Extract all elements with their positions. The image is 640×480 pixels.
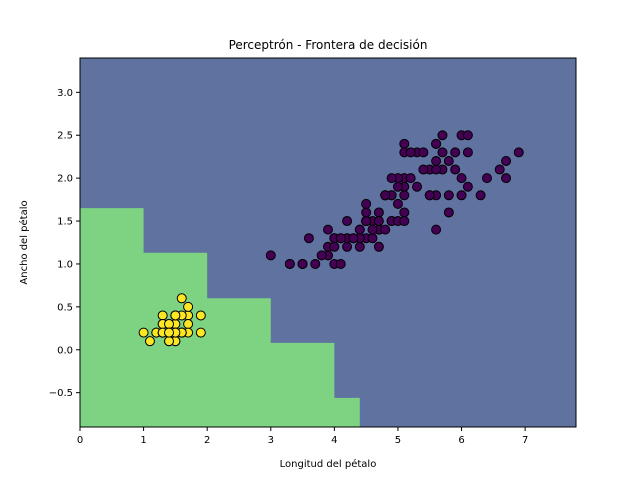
data-point-class-1 — [443, 207, 454, 218]
lower-region — [80, 208, 360, 427]
data-point-class-1 — [373, 216, 384, 227]
y-tick-label: 3.0 — [57, 88, 73, 99]
data-point-class-1 — [361, 216, 372, 227]
data-point-class-0 — [183, 319, 194, 330]
data-point-class-1 — [437, 130, 448, 141]
data-point-class-1 — [354, 241, 365, 252]
y-axis-ticks: −0.5 0.0 0.5 1.0 1.5 2.0 2.5 3.0 — [49, 88, 80, 399]
data-point-class-1 — [431, 138, 442, 149]
data-point-class-1 — [418, 164, 429, 175]
x-tick-label: 0 — [77, 435, 83, 446]
data-point-class-1 — [342, 241, 353, 252]
data-point-class-0 — [157, 310, 168, 321]
data-point-class-1 — [475, 190, 486, 201]
data-point-class-1 — [513, 147, 524, 158]
data-point-class-0 — [138, 327, 149, 338]
data-point-class-1 — [501, 173, 512, 184]
data-point-class-1 — [431, 155, 442, 166]
y-tick-label: 2.0 — [57, 174, 73, 185]
decision-regions — [80, 58, 576, 427]
data-point-class-1 — [361, 198, 372, 209]
data-point-class-1 — [392, 198, 403, 209]
data-point-class-1 — [380, 190, 391, 201]
data-point-class-1 — [412, 181, 423, 192]
y-tick-label: 2.5 — [57, 131, 73, 142]
data-point-class-1 — [392, 181, 403, 192]
data-point-class-1 — [367, 224, 378, 235]
data-point-class-1 — [373, 207, 384, 218]
y-tick-label: 0.0 — [57, 345, 73, 356]
data-point-class-1 — [316, 250, 327, 261]
data-point-class-1 — [399, 207, 410, 218]
data-point-class-1 — [443, 155, 454, 166]
data-point-class-1 — [310, 258, 321, 269]
data-point-class-0 — [195, 327, 206, 338]
x-tick-label: 2 — [204, 435, 210, 446]
chart-title: Perceptrón - Frontera de decisión — [229, 38, 428, 52]
data-point-class-1 — [431, 164, 442, 175]
data-point-class-0 — [183, 301, 194, 312]
data-point-class-1 — [405, 173, 416, 184]
data-point-class-1 — [405, 147, 416, 158]
data-point-class-1 — [354, 224, 365, 235]
data-point-class-1 — [303, 233, 314, 244]
data-point-class-1 — [380, 224, 391, 235]
data-point-class-1 — [399, 190, 410, 201]
data-point-class-1 — [367, 233, 378, 244]
data-point-class-1 — [418, 147, 429, 158]
y-tick-label: 0.5 — [57, 302, 73, 313]
data-point-class-1 — [399, 138, 410, 149]
y-tick-label: 1.0 — [57, 259, 73, 270]
data-point-class-1 — [297, 258, 308, 269]
scatter-points — [138, 130, 524, 347]
data-point-class-1 — [443, 190, 454, 201]
data-point-class-1 — [361, 207, 372, 218]
data-point-class-1 — [342, 216, 353, 227]
data-point-class-1 — [481, 173, 492, 184]
y-axis-label: Ancho del pétalo — [18, 200, 30, 284]
x-tick-label: 5 — [395, 435, 401, 446]
data-point-class-0 — [164, 319, 175, 330]
data-point-class-1 — [335, 233, 346, 244]
data-point-class-1 — [265, 250, 276, 261]
data-point-class-0 — [170, 310, 181, 321]
data-point-class-1 — [437, 147, 448, 158]
data-point-class-1 — [462, 130, 473, 141]
data-point-class-1 — [450, 164, 461, 175]
data-point-class-1 — [424, 190, 435, 201]
data-point-class-1 — [456, 190, 467, 201]
data-point-class-0 — [195, 310, 206, 321]
data-point-class-1 — [431, 224, 442, 235]
plot-frame — [79, 57, 577, 428]
data-point-class-1 — [373, 241, 384, 252]
x-tick-label: 4 — [331, 435, 337, 446]
data-point-class-0 — [144, 336, 155, 347]
data-point-class-1 — [494, 164, 505, 175]
data-point-class-1 — [462, 147, 473, 158]
data-point-class-0 — [164, 336, 175, 347]
x-axis-ticks: 0 1 2 3 4 5 6 7 — [77, 427, 528, 446]
data-point-class-0 — [176, 293, 187, 304]
data-point-class-1 — [329, 241, 340, 252]
data-point-class-1 — [462, 181, 473, 192]
data-point-class-1 — [450, 147, 461, 158]
data-point-class-1 — [399, 216, 410, 227]
data-point-class-1 — [456, 173, 467, 184]
y-tick-label: −0.5 — [49, 388, 73, 399]
x-tick-label: 7 — [522, 435, 528, 446]
data-point-class-1 — [348, 233, 359, 244]
x-tick-label: 3 — [268, 435, 274, 446]
data-point-class-1 — [386, 173, 397, 184]
data-point-class-0 — [164, 327, 175, 338]
data-point-class-1 — [323, 224, 333, 235]
x-tick-label: 6 — [458, 435, 464, 446]
data-point-class-1 — [501, 155, 512, 166]
data-point-class-1 — [284, 258, 295, 269]
x-axis-label: Longitud del pétalo — [280, 458, 377, 470]
y-tick-label: 1.5 — [57, 217, 73, 228]
data-point-class-1 — [335, 258, 346, 269]
x-tick-label: 1 — [140, 435, 146, 446]
